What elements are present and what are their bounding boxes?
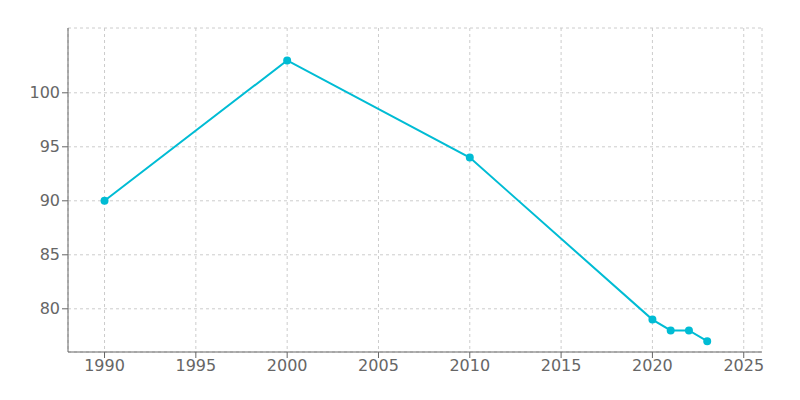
- svg-text:1995: 1995: [175, 356, 216, 375]
- svg-text:2015: 2015: [541, 356, 582, 375]
- svg-text:2000: 2000: [267, 356, 308, 375]
- svg-text:2020: 2020: [632, 356, 673, 375]
- svg-text:1990: 1990: [84, 356, 125, 375]
- svg-text:2005: 2005: [358, 356, 399, 375]
- svg-text:100: 100: [29, 83, 60, 102]
- svg-text:2025: 2025: [723, 356, 764, 375]
- svg-text:2010: 2010: [449, 356, 490, 375]
- svg-text:90: 90: [40, 191, 60, 210]
- svg-text:80: 80: [40, 299, 60, 318]
- svg-text:95: 95: [40, 137, 60, 156]
- svg-text:85: 85: [40, 245, 60, 264]
